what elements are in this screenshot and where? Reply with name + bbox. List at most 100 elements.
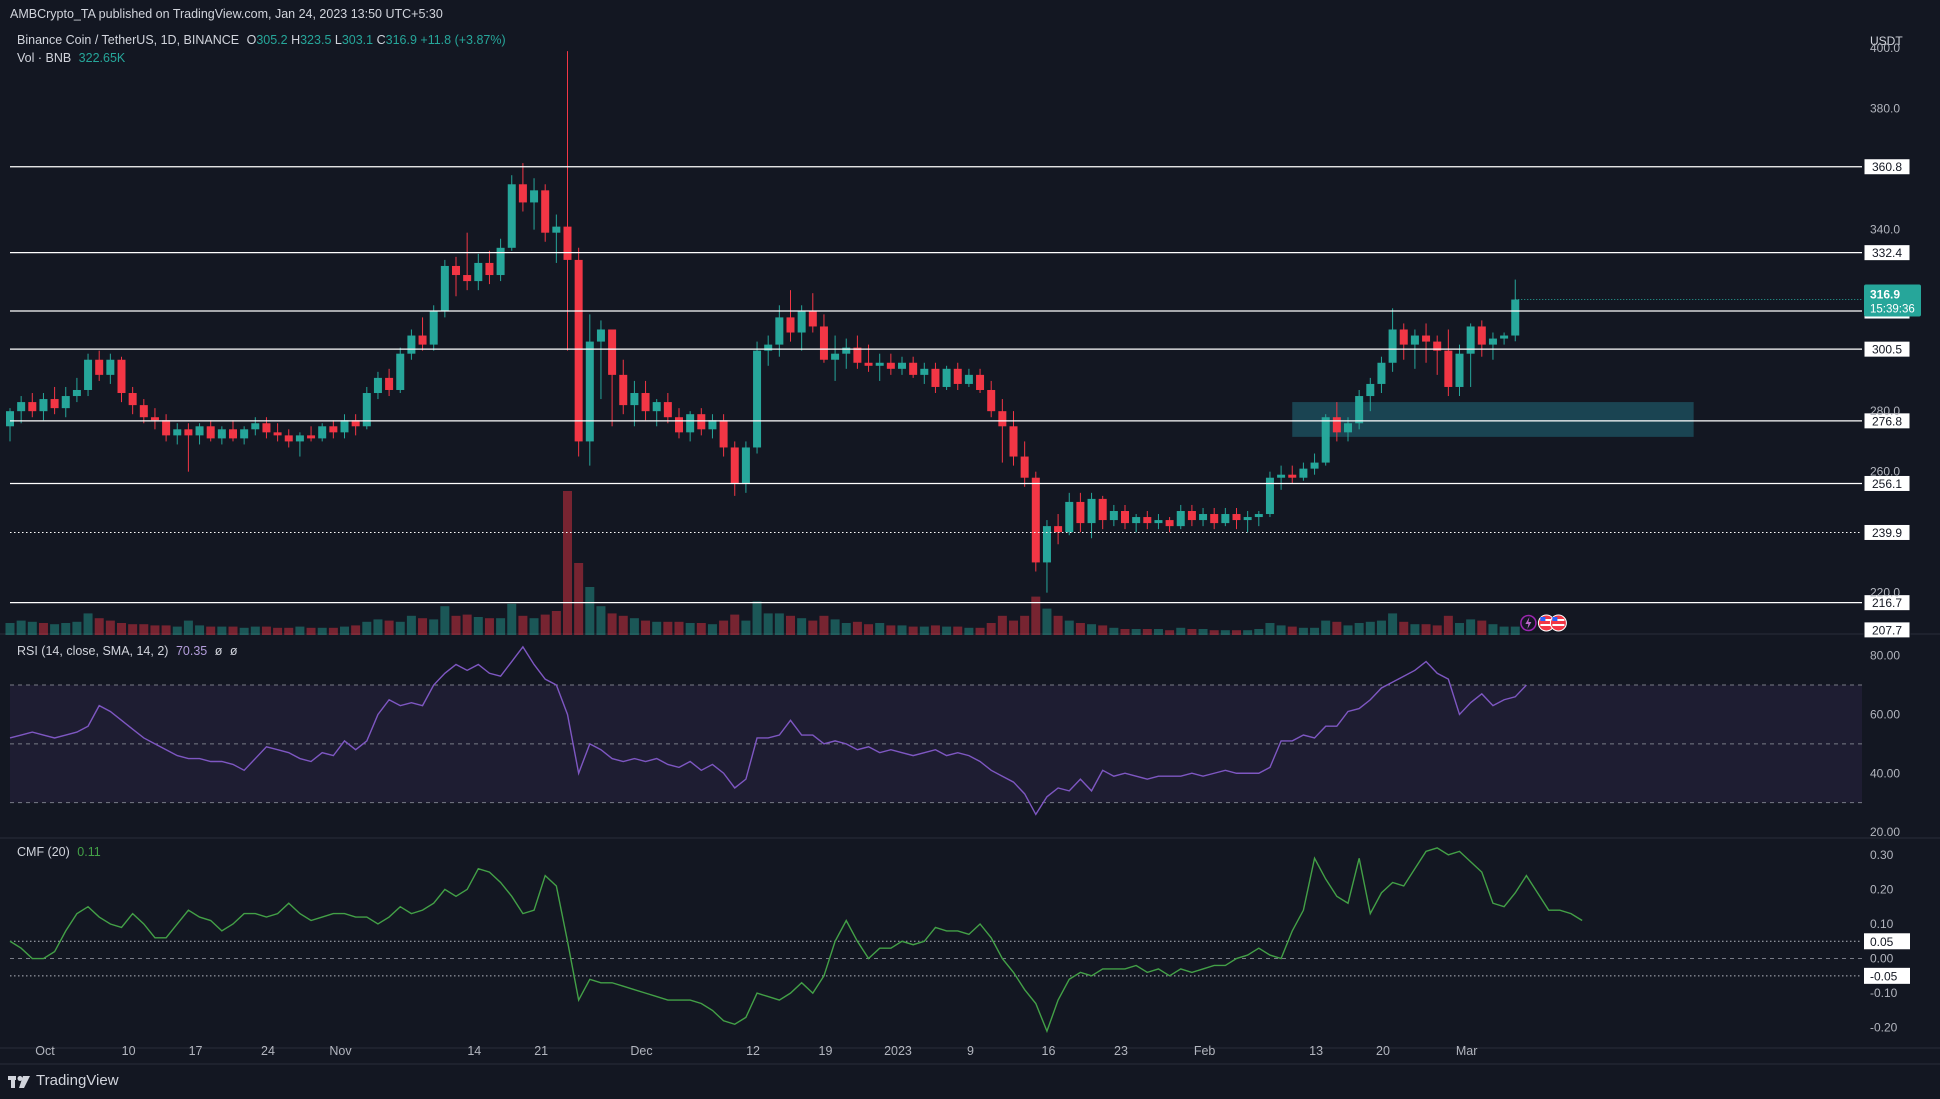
candle-body[interactable] (1366, 383, 1375, 397)
candle-body[interactable] (1009, 426, 1018, 457)
candle-body[interactable] (61, 396, 70, 409)
candle-body[interactable] (195, 426, 204, 436)
candle-body[interactable] (150, 417, 159, 421)
candle-body[interactable] (552, 226, 561, 233)
candle-body[interactable] (619, 374, 628, 406)
candle-body[interactable] (1433, 341, 1442, 351)
candle-body[interactable] (273, 432, 282, 436)
candle-body[interactable] (429, 311, 438, 345)
candle-body[interactable] (541, 190, 550, 233)
candle-body[interactable] (1176, 510, 1185, 527)
candle-body[interactable] (1132, 517, 1141, 524)
candle-body[interactable] (1500, 335, 1509, 339)
candle-body[interactable] (530, 190, 539, 203)
candle-body[interactable] (697, 414, 706, 430)
candle-body[interactable] (864, 362, 873, 366)
candle-body[interactable] (1221, 514, 1230, 524)
candle-body[interactable] (1277, 474, 1286, 478)
candle-body[interactable] (1109, 510, 1118, 521)
candle-body[interactable] (6, 411, 14, 427)
candle-body[interactable] (28, 402, 37, 412)
candle-body[interactable] (1087, 498, 1096, 524)
candle-body[interactable] (39, 399, 48, 412)
candle-body[interactable] (964, 374, 973, 384)
candle-body[interactable] (84, 359, 93, 390)
candle-body[interactable] (563, 226, 572, 260)
candle-body[interactable] (50, 399, 59, 409)
candle-body[interactable] (1422, 335, 1431, 342)
candle-body[interactable] (106, 359, 115, 375)
cmf-label[interactable]: CMF (20) (17, 845, 70, 859)
candle-body[interactable] (1232, 514, 1241, 521)
candle-body[interactable] (1332, 417, 1341, 433)
candle-body[interactable] (708, 420, 717, 430)
candle-body[interactable] (1321, 417, 1330, 463)
candle-body[interactable] (842, 347, 851, 354)
candle-body[interactable] (407, 335, 416, 354)
candle-body[interactable] (1098, 498, 1107, 521)
candle-body[interactable] (1199, 514, 1208, 521)
candle-body[interactable] (1076, 501, 1085, 524)
candle-body[interactable] (184, 429, 193, 436)
candle-body[interactable] (596, 329, 605, 342)
candle-body[interactable] (853, 347, 862, 363)
cmf-line[interactable] (9, 847, 1583, 1034)
candle-body[interactable] (173, 429, 182, 436)
candle-body[interactable] (1210, 514, 1219, 524)
current-price-tag[interactable] (1864, 284, 1921, 317)
candle-body[interactable] (206, 426, 215, 439)
candle-body[interactable] (1310, 462, 1319, 469)
candle-body[interactable] (942, 368, 951, 387)
candle-body[interactable] (1265, 477, 1274, 515)
candle-body[interactable] (128, 393, 137, 406)
volume-label[interactable]: Vol · BNB (17, 51, 72, 65)
candle-body[interactable] (17, 402, 26, 412)
candle-body[interactable] (240, 429, 249, 439)
candle-body[interactable] (452, 265, 460, 276)
candle-body[interactable] (95, 359, 104, 375)
candle-body[interactable] (730, 447, 739, 484)
candle-body[interactable] (162, 420, 171, 436)
candle-body[interactable] (295, 435, 304, 442)
candle-body[interactable] (574, 259, 583, 442)
candle-body[interactable] (920, 368, 929, 375)
candle-body[interactable] (1254, 514, 1263, 518)
candle-body[interactable] (329, 426, 338, 433)
candle-body[interactable] (886, 362, 895, 369)
candle-body[interactable] (1165, 520, 1174, 527)
candle-body[interactable] (1444, 350, 1453, 387)
candle-body[interactable] (797, 311, 806, 333)
candle-body[interactable] (1031, 477, 1040, 563)
tradingview-brand[interactable]: TradingView (8, 1072, 119, 1089)
candle-body[interactable] (1187, 510, 1196, 521)
candle-body[interactable] (1154, 520, 1163, 524)
candle-body[interactable] (251, 423, 260, 430)
candle-body[interactable] (1299, 468, 1308, 478)
candle-body[interactable] (1477, 326, 1486, 345)
candle-body[interactable] (775, 317, 784, 345)
candle-body[interactable] (998, 411, 1007, 427)
candle-body[interactable] (630, 393, 639, 406)
candle-body[interactable] (753, 350, 762, 448)
candle-body[interactable] (474, 262, 483, 282)
candle-body[interactable] (1288, 474, 1297, 478)
candle-body[interactable] (608, 329, 617, 375)
candle-body[interactable] (1054, 526, 1063, 533)
support-zone[interactable] (1292, 402, 1694, 437)
candle-body[interactable] (931, 368, 940, 387)
candle-body[interactable] (440, 265, 449, 312)
candle-body[interactable] (808, 311, 817, 327)
candle-body[interactable] (284, 435, 293, 442)
symbol-name[interactable]: Binance Coin / TetherUS, 1D, BINANCE (17, 33, 240, 47)
candle-body[interactable] (819, 326, 828, 360)
candle-body[interactable] (1399, 329, 1408, 345)
candle-body[interactable] (764, 344, 773, 351)
candle-body[interactable] (1042, 526, 1051, 563)
candle-body[interactable] (1121, 510, 1129, 524)
candle-body[interactable] (496, 247, 505, 276)
candle-body[interactable] (1410, 335, 1419, 345)
candle-body[interactable] (1065, 501, 1074, 533)
candle-body[interactable] (953, 368, 962, 384)
candle-body[interactable] (1243, 517, 1252, 521)
